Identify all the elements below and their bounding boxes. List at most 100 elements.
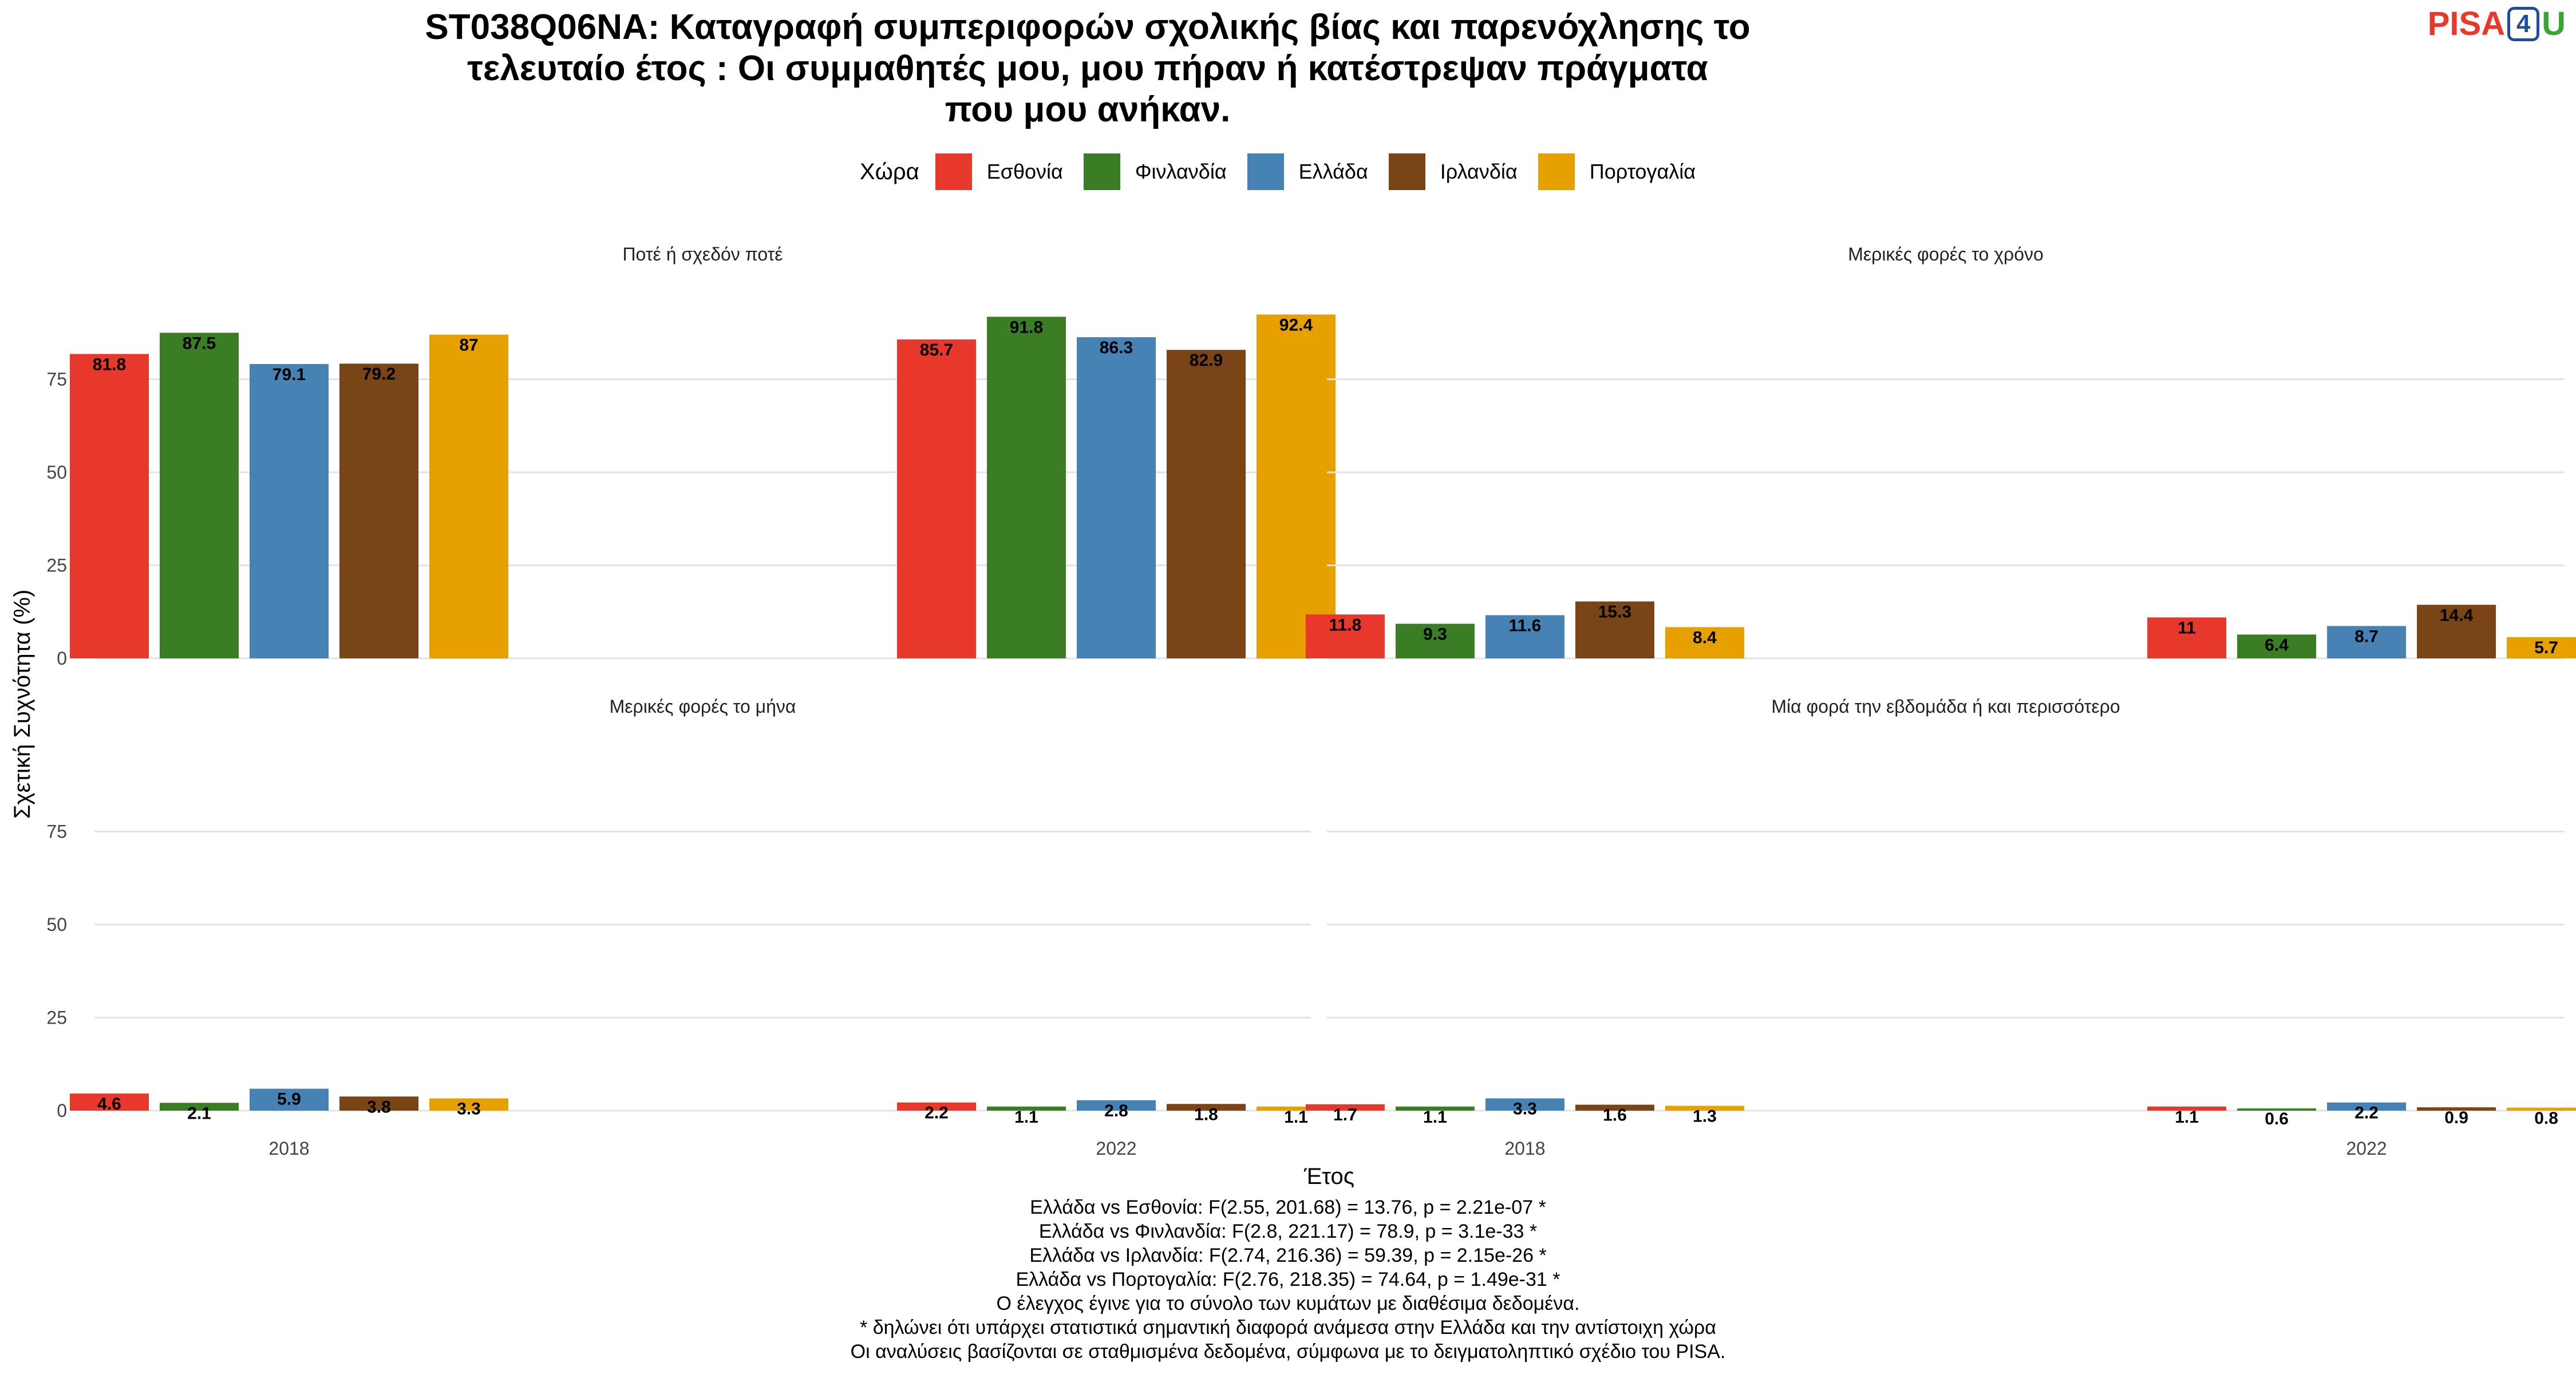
bar-value-label: 11.6	[1509, 617, 1542, 635]
bar	[2147, 617, 2227, 658]
bar-value-label: 87.5	[183, 334, 216, 353]
y-tick-label: 75	[46, 369, 67, 390]
bar-value-label: 3.3	[1513, 1100, 1537, 1119]
bar-value-label: 1.6	[1603, 1106, 1627, 1125]
bar-value-label: 1.1	[1014, 1108, 1038, 1127]
logo-text-pisa: PISA	[2427, 5, 2506, 42]
bar	[2147, 1106, 2227, 1111]
y-axis-title: Σχετική Συχνότητα (%)	[10, 590, 35, 819]
bar-value-label: 79.2	[362, 365, 396, 384]
bar	[339, 364, 418, 658]
footnote-line: Ελλάδα vs Πορτογαλία: F(2.76, 218.35) = …	[1016, 1269, 1560, 1290]
legend-label: Ελλάδα	[1298, 160, 1368, 183]
footnote-line: Ο έλεγχος έγινε για το σύνολο των κυμάτω…	[996, 1293, 1580, 1314]
bar-value-label: 5.9	[277, 1090, 301, 1109]
logo-text-u: U	[2542, 5, 2566, 42]
legend-swatch	[1083, 153, 1120, 190]
bar-value-label: 1.1	[1284, 1108, 1308, 1127]
panel-title: Μερικές φορές το χρόνο	[1848, 244, 2044, 264]
bar-value-label: 8.4	[1693, 628, 1717, 647]
bar	[250, 1088, 329, 1111]
y-tick-label: 75	[46, 822, 67, 842]
bar	[2327, 1102, 2407, 1111]
legend-swatch	[1388, 153, 1425, 190]
bar	[2417, 605, 2496, 658]
bar-value-label: 2.8	[1104, 1101, 1128, 1120]
y-tick-label: 50	[46, 914, 67, 935]
legend-swatch	[1538, 153, 1575, 190]
bar-value-label: 2.2	[2354, 1104, 2379, 1123]
bar	[1395, 1106, 1475, 1111]
bar	[1077, 337, 1156, 658]
x-axis-title: Έτος	[1303, 1164, 1354, 1189]
legend-item: Ιρλανδία	[1388, 153, 1518, 190]
legend-title: Χώρα	[859, 159, 919, 184]
bar-value-label: 81.8	[93, 355, 126, 374]
bar-value-label: 82.9	[1190, 351, 1223, 370]
bar-value-label: 15.3	[1598, 603, 1631, 622]
panel-title: Μία φορά την εβδομάδα ή και περισσότερο	[1771, 696, 2120, 717]
footnote-line: Οι αναλύσεις βασίζονται σε σταθμισμένα δ…	[850, 1341, 1726, 1363]
bar	[1077, 1100, 1156, 1111]
footnote-line: Ελλάδα vs Εσθονία: F(2.55, 201.68) = 13.…	[1030, 1197, 1546, 1218]
x-tick-label: 2018	[1504, 1138, 1545, 1159]
bar	[1395, 623, 1475, 658]
panel-title: Μερικές φορές το μήνα	[610, 696, 796, 717]
bar-value-label: 4.6	[97, 1095, 121, 1114]
bar-value-label: 86.3	[1100, 338, 1133, 357]
pisa4u-logo: PISA 4 U	[2428, 5, 2566, 43]
legend-label: Φινλανδία	[1135, 160, 1227, 183]
bar	[987, 317, 1066, 658]
footnote-line: * δηλώνει ότι υπάρχει στατιστικά σημαντι…	[860, 1317, 1716, 1339]
bar-value-label: 1.7	[1333, 1105, 1357, 1124]
chart-title-line: τελευταίο έτος : Οι συμμαθητές μου, μου …	[467, 49, 1708, 88]
bar-value-label: 1.1	[1423, 1108, 1447, 1127]
bar	[2327, 626, 2407, 658]
bar-value-label: 92.4	[1279, 315, 1313, 334]
bar	[160, 333, 239, 658]
bar-value-label: 2.2	[924, 1104, 949, 1123]
bar	[1257, 1106, 1336, 1111]
bar-value-label: 8.7	[2354, 627, 2379, 646]
y-tick-label: 0	[57, 648, 67, 669]
legend-item: Εσθονία	[935, 153, 1063, 190]
y-tick-label: 50	[46, 462, 67, 483]
bar-value-label: 9.3	[1423, 625, 1447, 644]
bar	[1665, 627, 1744, 658]
bar	[1485, 1098, 1564, 1111]
bar-value-label: 1.3	[1693, 1107, 1717, 1126]
bar	[160, 1103, 239, 1111]
bar-value-label: 0.9	[2444, 1108, 2468, 1127]
bar-value-label: 79.1	[272, 365, 306, 384]
bar-value-label: 14.4	[2440, 606, 2474, 625]
bar	[250, 364, 329, 658]
bar	[2417, 1107, 2496, 1111]
bar	[1167, 1104, 1246, 1111]
bar-value-label: 5.7	[2534, 638, 2558, 657]
bar	[1485, 615, 1564, 658]
bar-value-label: 3.3	[457, 1100, 481, 1119]
bar-value-label: 11	[2178, 619, 2196, 638]
bar-value-label: 3.8	[367, 1097, 391, 1116]
footnote-line: Ελλάδα vs Φινλανδία: F(2.8, 221.17) = 78…	[1038, 1221, 1538, 1242]
bar-value-label: 2.1	[187, 1104, 211, 1123]
bar	[2507, 1107, 2576, 1111]
bar	[429, 334, 508, 658]
chart-title: ST038Q06NA: Καταγραφή συμπεριφορών σχολι…	[401, 7, 1775, 131]
chart-title-line: ST038Q06NA: Καταγραφή συμπεριφορών σχολι…	[425, 7, 1751, 47]
legend-label: Εσθονία	[986, 160, 1063, 183]
legend: Χώρα Εσθονία Φινλανδία Ελλάδα Ιρλανδία Π…	[0, 153, 2576, 190]
bar	[339, 1096, 418, 1111]
legend-swatch	[935, 153, 972, 190]
bar	[897, 339, 976, 658]
bar-value-label: 91.8	[1010, 318, 1043, 337]
footnote-line: Ελλάδα vs Ιρλανδία: F(2.74, 216.36) = 59…	[1029, 1245, 1547, 1266]
legend-label: Πορτογαλία	[1589, 160, 1696, 183]
y-tick-label: 25	[46, 555, 67, 576]
bar	[1257, 314, 1336, 658]
y-tick-label: 25	[46, 1008, 67, 1028]
legend-item: Φινλανδία	[1083, 153, 1227, 190]
bar-value-label: 6.4	[2265, 635, 2289, 654]
bar	[1305, 1104, 1385, 1111]
